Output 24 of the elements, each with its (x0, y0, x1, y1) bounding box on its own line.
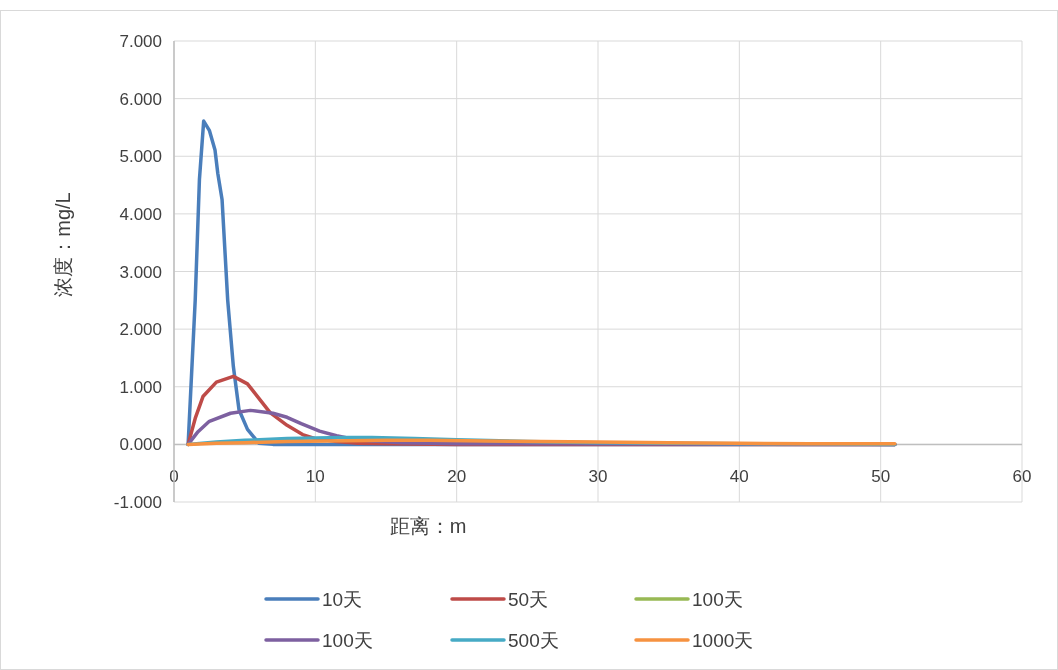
x-tick-label: 30 (588, 467, 608, 487)
y-tick-label: 1.000 (119, 377, 162, 397)
x-tick-label: 60 (1012, 467, 1032, 487)
x-tick-label: 10 (305, 467, 325, 487)
x-tick-label: 40 (729, 467, 749, 487)
x-tick-label: 20 (447, 467, 467, 487)
y-tick-label: 5.000 (119, 147, 162, 167)
y-axis-title: 浓度：mg/L (52, 192, 74, 297)
x-tick-label: 50 (871, 467, 891, 487)
y-tick-label: 4.000 (119, 204, 162, 224)
legend-label: 100天 (322, 630, 373, 651)
y-tick-label: 2.000 (119, 320, 162, 340)
y-tick-label: -1.000 (113, 493, 162, 512)
y-tick-label: 0.000 (119, 435, 162, 455)
legend-label: 100天 (692, 589, 743, 610)
x-tick-label: 0 (169, 467, 179, 487)
legend-label: 50天 (508, 589, 549, 610)
legend-label: 10天 (322, 589, 363, 610)
y-tick-label: 6.000 (119, 89, 162, 109)
y-tick-label: 3.000 (119, 262, 162, 282)
y-tick-label: 7.000 (119, 32, 162, 51)
legend-label: 1000天 (692, 630, 754, 651)
legend-label: 500天 (508, 630, 559, 651)
x-axis-title: 距离：m (389, 515, 467, 537)
